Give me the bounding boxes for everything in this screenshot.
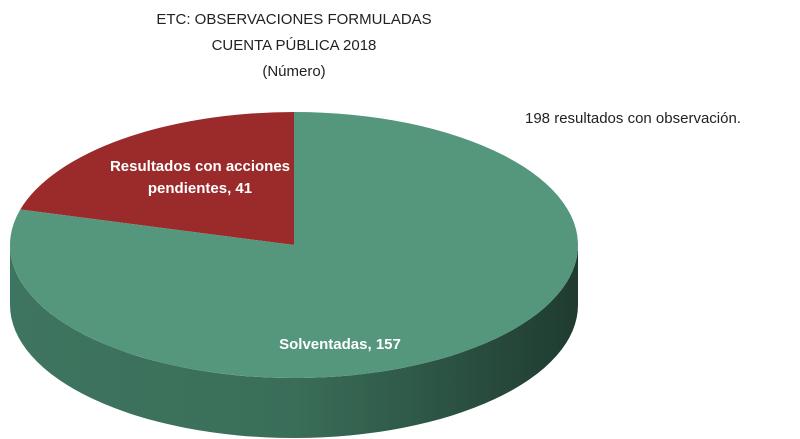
annotation: 198 resultados con observación. — [525, 110, 741, 127]
data-label: Resultados con acciones pendientes, 41 — [109, 158, 291, 197]
pie-side — [10, 245, 578, 438]
pie-slice — [10, 112, 579, 378]
chart-subtitle: (Número) — [262, 63, 325, 80]
pie-slice — [20, 112, 294, 245]
chart-title: CUENTA PÚBLICA 2018 — [212, 37, 377, 54]
data-label: Solventadas, 157 — [279, 336, 401, 353]
chart-title: ETC: OBSERVACIONES FORMULADAS — [156, 11, 431, 28]
